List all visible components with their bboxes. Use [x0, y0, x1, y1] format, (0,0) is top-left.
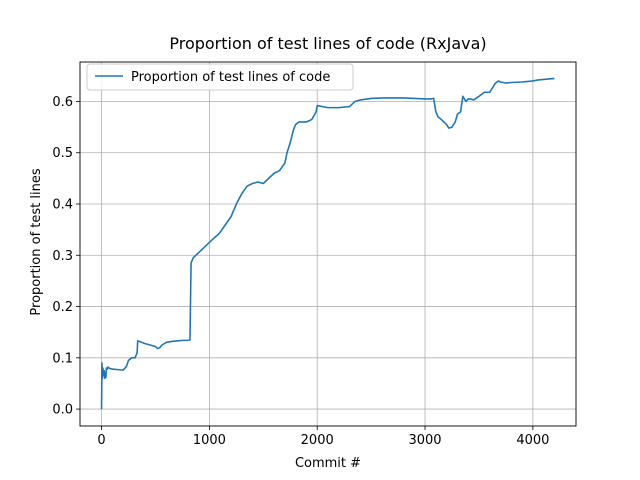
y-tick-label: 0.6 [52, 95, 73, 110]
y-tick-label: 0.1 [52, 351, 73, 366]
y-tick-label: 0.4 [52, 198, 73, 213]
legend-box [86, 63, 354, 91]
x-tick-label: 3000 [408, 433, 441, 448]
y-tick-label: 0.3 [52, 249, 73, 264]
grid-lines [80, 62, 576, 426]
x-tick-label: 4000 [516, 433, 549, 448]
series-line [100, 77, 555, 410]
y-tick-label: 0.5 [52, 146, 73, 161]
plot-frame [79, 61, 577, 427]
legend-label: Proportion of test lines of code [131, 70, 330, 85]
axis-ticks: 0 1000 2000 3000 4000 0.0 0.1 0.2 0.3 0.4 0.5 0.6 [52, 95, 549, 448]
y-tick-label: 0.0 [52, 403, 73, 418]
y-tick-label: 0.2 [52, 300, 73, 315]
legend: Proportion of test lines of code [86, 63, 354, 91]
series-layer [100, 77, 555, 410]
x-axis-label: Commit # [295, 456, 361, 471]
x-tick-label: 1000 [193, 433, 226, 448]
y-axis-label: Proportion of test lines [29, 168, 44, 315]
x-tick-label: 2000 [301, 433, 334, 448]
x-tick-label: 0 [97, 433, 105, 448]
chart-title: Proportion of test lines of code (RxJava… [169, 34, 486, 53]
